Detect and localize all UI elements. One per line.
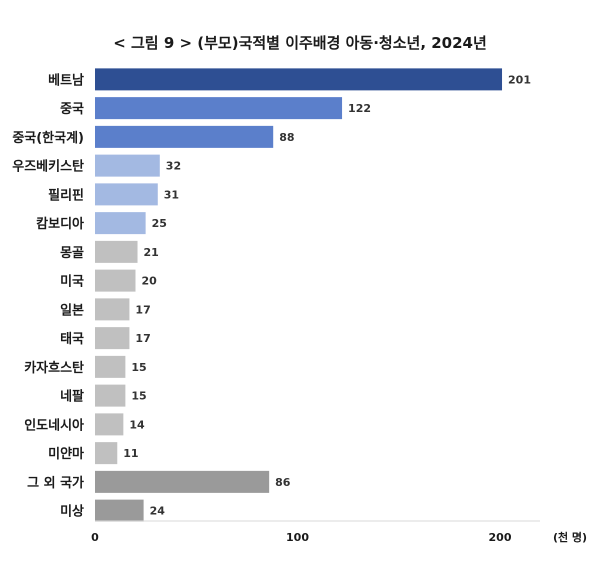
data-label: 14 — [129, 418, 145, 431]
bar — [95, 384, 126, 407]
data-label: 11 — [123, 447, 138, 460]
bar — [95, 327, 130, 350]
bar — [95, 212, 146, 235]
data-label: 88 — [279, 131, 294, 144]
bars — [95, 68, 503, 522]
bar — [95, 240, 138, 263]
data-label: 15 — [131, 390, 146, 403]
category-label: 그 외 국가 — [27, 475, 84, 491]
unit-label: (천 명) — [553, 530, 587, 544]
data-label: 17 — [135, 332, 150, 345]
data-label: 31 — [164, 188, 179, 201]
bar — [95, 269, 136, 292]
category-label: 미상 — [60, 504, 84, 520]
data-label: 25 — [152, 217, 167, 230]
data-label: 122 — [348, 102, 371, 115]
data-label: 201 — [508, 73, 531, 86]
category-label: 중국(한국계) — [12, 130, 84, 146]
bar — [95, 413, 124, 436]
bar — [95, 125, 274, 148]
bar — [95, 97, 343, 120]
category-label: 미얀마 — [48, 446, 84, 462]
chart-title: < 그림 9 > (부모)국적별 이주배경 아동·청소년, 2024년 — [113, 34, 487, 52]
category-label: 필리핀 — [48, 187, 84, 203]
data-label: 86 — [275, 476, 291, 489]
category-label: 베트남 — [48, 72, 84, 88]
x-tick-label: 100 — [286, 531, 309, 544]
x-tick-label: 200 — [489, 531, 512, 544]
bar — [95, 154, 160, 177]
data-label: 24 — [150, 505, 166, 518]
bar — [95, 298, 130, 321]
category-label: 인도네시아 — [24, 417, 84, 433]
data-label: 20 — [142, 275, 158, 288]
category-label: 미국 — [60, 274, 84, 290]
data-label: 21 — [144, 246, 159, 259]
category-label: 중국 — [60, 102, 84, 117]
category-label: 일본 — [60, 303, 84, 318]
bar — [95, 68, 503, 91]
value-labels: 201 122 88 32 31 25 21 20 17 17 15 15 14 11 86 24 — [123, 73, 531, 517]
category-label: 태국 — [60, 332, 84, 347]
data-label: 32 — [166, 160, 181, 173]
category-label: 네팔 — [60, 389, 84, 405]
bar — [95, 355, 126, 378]
bar — [95, 499, 144, 522]
category-label: 우즈베키스탄 — [12, 159, 84, 175]
category-label: 카자흐스탄 — [24, 360, 84, 376]
x-axis-ticks: 0 100 200 — [91, 531, 512, 544]
bar — [95, 470, 270, 493]
x-tick-label: 0 — [91, 531, 99, 544]
bar — [95, 183, 158, 206]
data-label: 17 — [135, 303, 150, 316]
data-label: 15 — [131, 361, 146, 374]
category-label: 캄보디아 — [36, 216, 84, 232]
category-label: 몽골 — [60, 246, 84, 261]
bar — [95, 442, 118, 465]
